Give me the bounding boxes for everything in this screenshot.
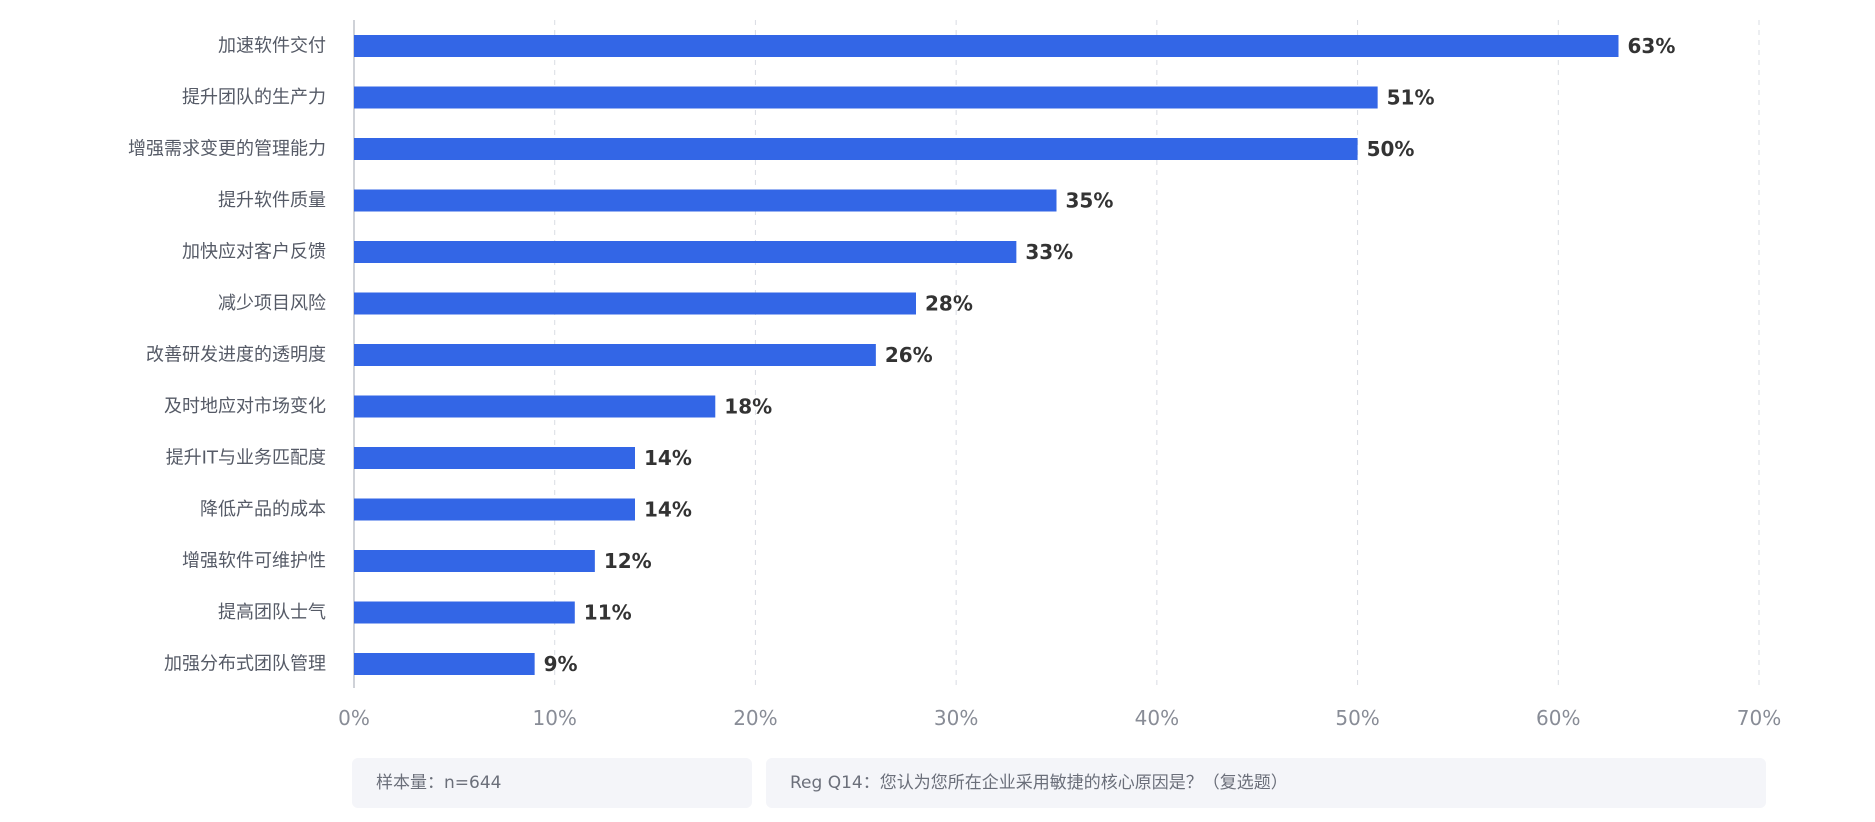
bar xyxy=(354,601,575,624)
bar xyxy=(354,395,716,418)
question-text: Reg Q14：您认为您所在企业采用敏捷的核心原因是？（复选题） xyxy=(790,773,1288,793)
category-label: 增强软件可维护性 xyxy=(182,551,326,572)
bar xyxy=(354,550,595,572)
bar xyxy=(354,653,535,675)
x-tick-label: 10% xyxy=(532,706,576,730)
category-label: 加强分布式团队管理 xyxy=(164,654,326,675)
x-tick-label: 20% xyxy=(733,706,777,730)
x-axis-ticks: 0% 10% 20% 30% 40% 50% 60% 70% xyxy=(338,706,1781,730)
category-label: 提高团队士气 xyxy=(218,602,326,623)
bar xyxy=(354,138,1358,160)
value-label: 14% xyxy=(644,446,692,470)
bar xyxy=(354,86,1378,109)
value-label: 9% xyxy=(544,652,578,676)
category-label: 降低产品的成本 xyxy=(200,499,326,520)
x-tick-label: 40% xyxy=(1135,706,1179,730)
x-tick-label: 60% xyxy=(1536,706,1580,730)
value-label: 14% xyxy=(644,498,692,522)
value-label: 63% xyxy=(1628,34,1676,58)
bars xyxy=(354,35,1619,675)
bar xyxy=(354,35,1619,57)
value-label: 33% xyxy=(1025,240,1073,264)
value-labels: 63% 51% 50% 35% 33% 28% 26% 18% 14% 14% 12% 11% 9% xyxy=(544,34,1676,676)
category-label: 加速软件交付 xyxy=(218,36,326,57)
bar xyxy=(354,189,1057,212)
category-label: 提升团队的生产力 xyxy=(182,87,326,108)
bar xyxy=(354,292,916,315)
sample-size-text: 样本量：n=644 xyxy=(376,773,502,793)
value-label: 50% xyxy=(1367,137,1415,161)
category-label: 增强需求变更的管理能力 xyxy=(128,139,326,160)
value-label: 26% xyxy=(885,343,933,367)
bar xyxy=(354,344,876,366)
x-tick-label: 50% xyxy=(1335,706,1379,730)
value-label: 11% xyxy=(584,601,632,625)
question-note: Reg Q14：您认为您所在企业采用敏捷的核心原因是？（复选题） xyxy=(766,758,1766,808)
category-label: 提升软件质量 xyxy=(218,190,326,211)
value-label: 28% xyxy=(925,292,973,316)
bar xyxy=(354,447,635,469)
x-tick-label: 0% xyxy=(338,706,370,730)
value-label: 12% xyxy=(604,549,652,573)
category-label: 提升IT与业务匹配度 xyxy=(166,448,326,469)
category-labels: 加速软件交付提升团队的生产力增强需求变更的管理能力提升软件质量加快应对客户反馈减… xyxy=(128,36,326,675)
category-label: 加快应对客户反馈 xyxy=(182,242,326,263)
category-label: 减少项目风险 xyxy=(218,293,326,314)
value-label: 51% xyxy=(1387,86,1435,110)
value-label: 18% xyxy=(724,395,772,419)
bar xyxy=(354,498,635,521)
x-tick-label: 30% xyxy=(934,706,978,730)
category-label: 改善研发进度的透明度 xyxy=(146,345,326,366)
value-label: 35% xyxy=(1066,189,1114,213)
bar xyxy=(354,241,1017,263)
sample-size-note: 样本量：n=644 xyxy=(352,758,752,808)
category-label: 及时地应对市场变化 xyxy=(164,396,326,417)
x-tick-label: 70% xyxy=(1737,706,1781,730)
